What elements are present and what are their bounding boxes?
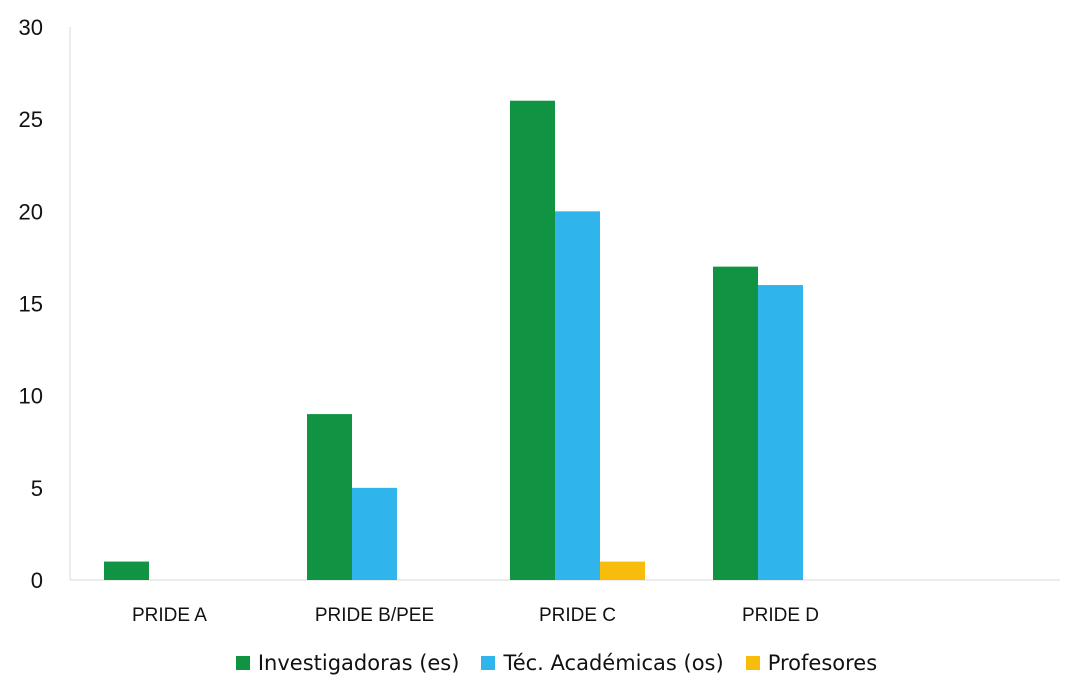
bar-0-0: [104, 561, 149, 580]
bar-1-1: [352, 487, 397, 580]
legend-item-tecnicas[interactable]: Téc. Académicas (os): [481, 651, 724, 675]
bar-0-3: [713, 266, 758, 580]
y-tick-label: 30: [19, 15, 43, 40]
bar-1-2: [555, 211, 600, 581]
x-tick-label: PRIDE A: [132, 605, 207, 626]
legend-label-profesores: Profesores: [767, 651, 878, 675]
legend-label-tecnicas: Téc. Académicas (os): [503, 651, 724, 675]
legend-swatch-investigadoras: [235, 656, 250, 670]
legend-swatch-tecnicas: [481, 656, 496, 670]
legend-item-profesores[interactable]: Profesores: [745, 651, 878, 675]
y-tick-label: 0: [31, 568, 43, 593]
y-tick-label: 25: [19, 107, 43, 132]
y-tick-label: 15: [19, 292, 43, 317]
x-tick-label: PRIDE C: [539, 605, 616, 626]
y-tick-label: 20: [19, 199, 43, 224]
bar-1-3: [758, 285, 803, 580]
bar-0-1: [307, 414, 352, 580]
x-axis: PRIDE A PRIDE B/PEE PRIDE C PRIDE D: [70, 579, 1060, 626]
x-tick-label: PRIDE B/PEE: [315, 605, 434, 626]
bar-0-2: [510, 100, 555, 580]
y-tick-label: 5: [31, 476, 43, 501]
legend-swatch-profesores: [745, 656, 760, 670]
x-tick-label: PRIDE D: [742, 605, 819, 626]
legend-item-investigadoras[interactable]: Investigadoras (es): [235, 651, 460, 675]
y-tick-label: 10: [19, 384, 43, 409]
y-axis: 0 5 10 15 20 25 30: [19, 15, 71, 593]
bars: [104, 100, 803, 581]
bar-2-2: [600, 561, 645, 580]
legend: Investigadoras (es) Téc. Académicas (os)…: [0, 646, 1073, 680]
legend-label-investigadoras: Investigadoras (es): [257, 651, 460, 675]
